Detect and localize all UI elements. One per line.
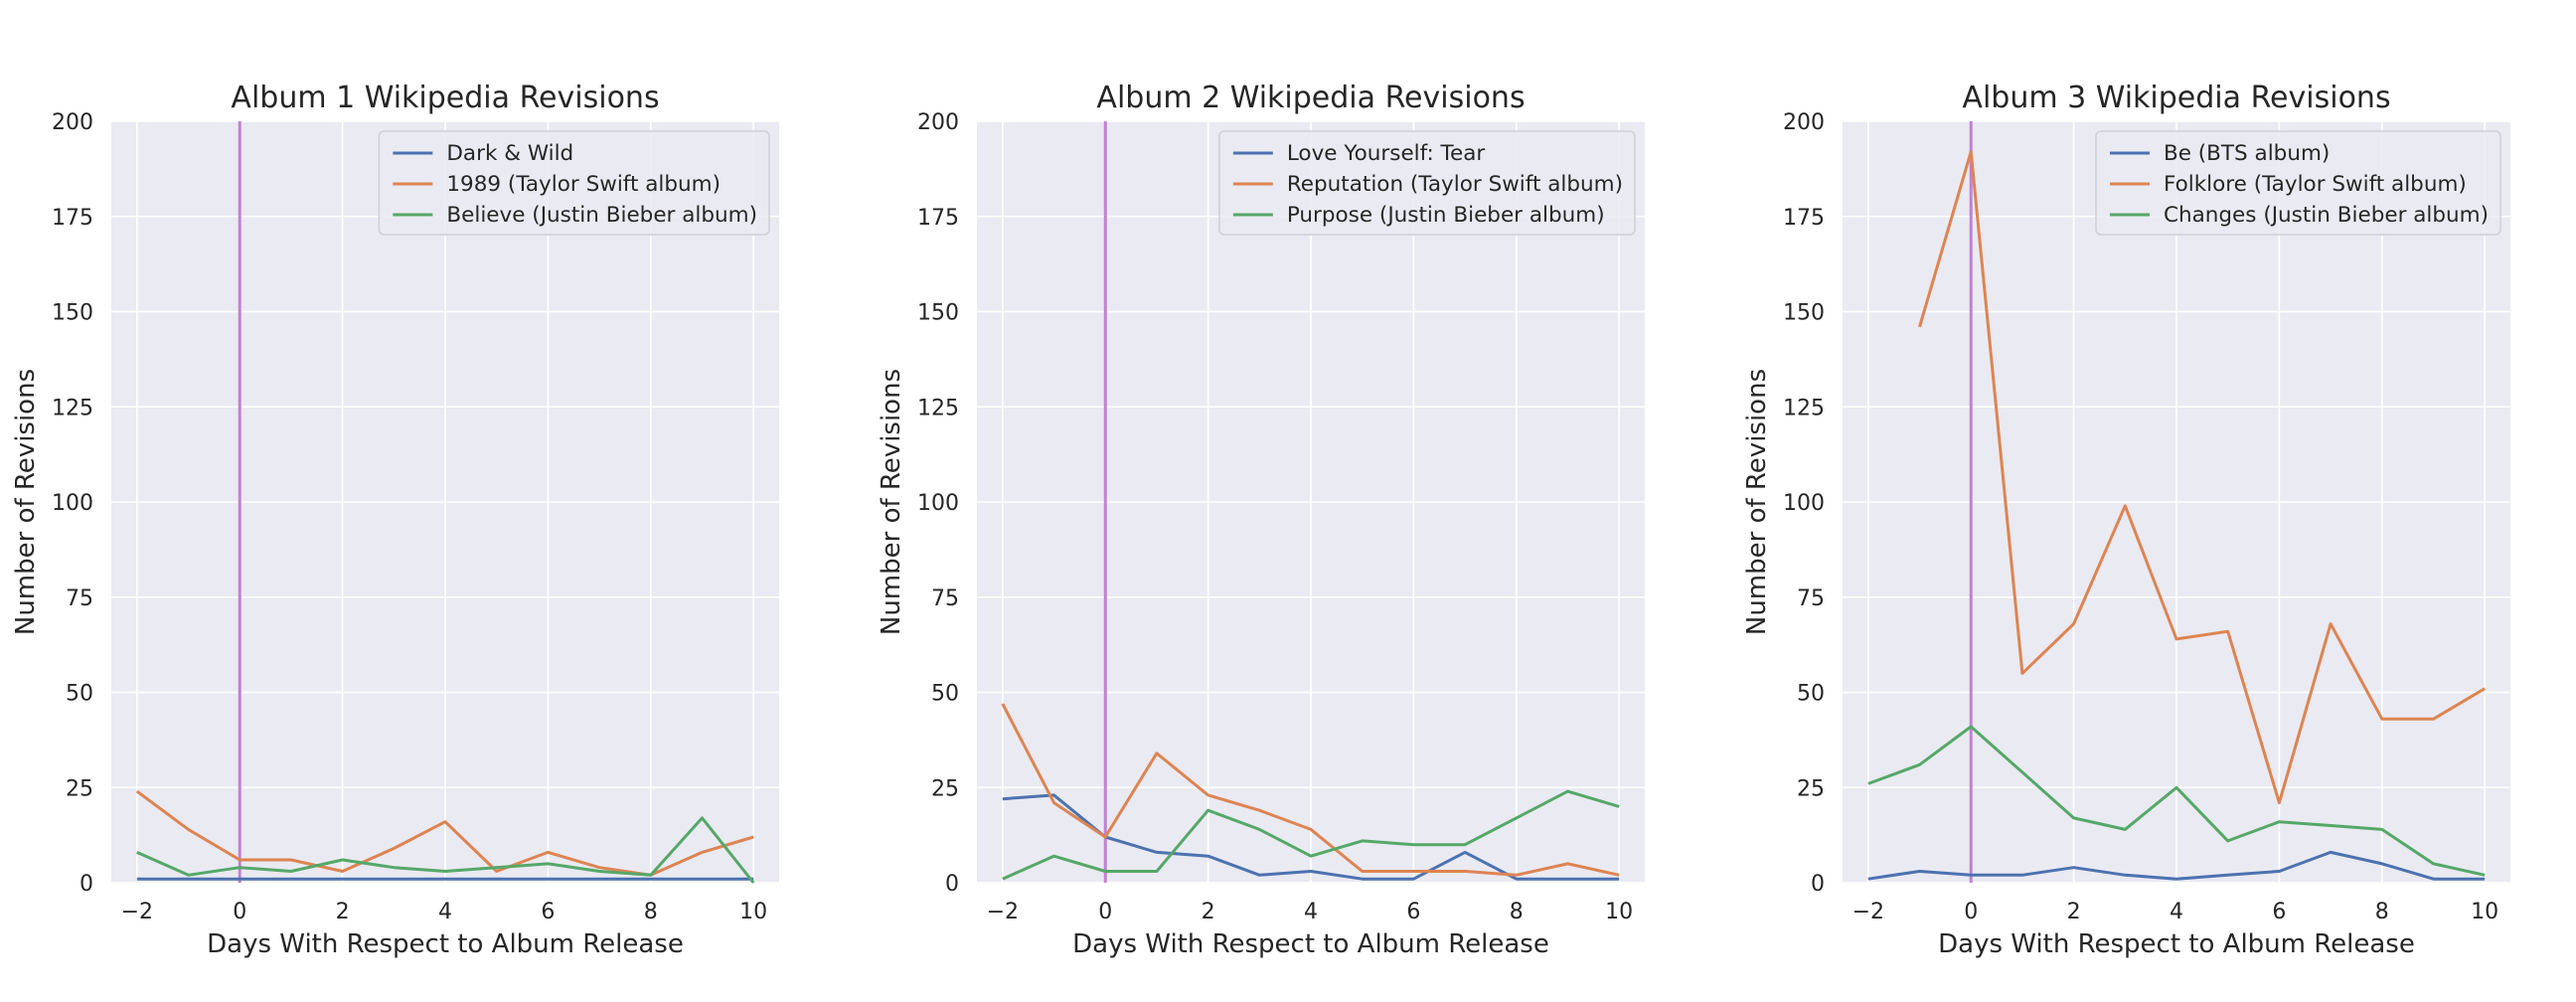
legend-entry: Dark & Wild (446, 141, 573, 166)
y-tick-label: 50 (931, 682, 959, 707)
y-axis-label: Number of Revisions (877, 369, 906, 635)
chart-title: Album 2 Wikipedia Revisions (1096, 81, 1525, 115)
y-tick-label: 125 (52, 396, 93, 420)
legend-entry: Reputation (Taylor Swift album) (1287, 172, 1623, 197)
x-tick-label: 4 (2170, 900, 2183, 924)
series-line-1 (1867, 850, 2486, 881)
x-axis-label: Days With Respect to Album Release (207, 929, 684, 959)
y-tick-label: 100 (917, 491, 959, 516)
series-line-3 (1867, 725, 2486, 877)
x-tick-label: −2 (1852, 900, 1884, 924)
x-tick-label: 2 (336, 900, 350, 924)
legend-entry: Be (BTS album) (2164, 141, 2330, 166)
legend-entry: 1989 (Taylor Swift album) (446, 172, 721, 197)
y-tick-label: 125 (1783, 396, 1825, 420)
legend-entry: Love Yourself: Tear (1287, 141, 1486, 166)
y-tick-label: 25 (1797, 776, 1825, 801)
y-tick-label: 75 (931, 586, 959, 611)
y-tick-label: 75 (66, 586, 93, 611)
y-tick-label: 150 (917, 301, 959, 326)
y-tick-label: 200 (1783, 110, 1825, 135)
chart-title: Album 3 Wikipedia Revisions (1962, 81, 2390, 115)
x-tick-label: 8 (1510, 900, 1524, 924)
x-tick-label: 10 (1605, 900, 1633, 924)
legend-entry: Purpose (Justin Bieber album) (1287, 203, 1605, 228)
x-tick-label: 4 (1304, 900, 1318, 924)
series-line-2 (1001, 703, 1620, 877)
chart-panel-1: 0 25 50 75 100 125 150 175 200 −2 0 2 4 6 8 10 Album 1 W… (11, 81, 779, 959)
x-tick-label: 6 (1406, 900, 1420, 924)
y-tick-label: 200 (52, 110, 93, 135)
series-line-3 (136, 816, 755, 884)
x-tick-label: −2 (121, 900, 153, 924)
y-tick-label: 0 (1811, 872, 1825, 897)
series-line-3 (1002, 789, 1620, 881)
y-tick-label: 175 (917, 206, 959, 231)
chart-title: Album 1 Wikipedia Revisions (231, 81, 659, 115)
y-tick-label: 100 (1783, 491, 1825, 516)
x-tick-label: 10 (2471, 900, 2498, 924)
legend-entry: Believe (Justin Bieber album) (446, 203, 757, 228)
x-tick-label: 2 (2067, 900, 2081, 924)
legend-box (2095, 130, 2501, 236)
y-tick-label: 50 (66, 682, 93, 707)
y-tick-label: 175 (52, 206, 93, 231)
y-axis-label: Number of Revisions (1742, 369, 1772, 635)
series-line-2 (1918, 150, 2486, 805)
y-tick-label: 50 (1797, 682, 1825, 707)
y-tick-label: 125 (917, 396, 959, 420)
x-tick-label: 8 (2375, 900, 2389, 924)
x-tick-label: 6 (2272, 900, 2286, 924)
chart-panel-3: 0 25 50 75 100 125 150 175 200 −2 0 2 4 6 8 10 Album 3 W… (1742, 81, 2510, 959)
legend-entry: Folklore (Taylor Swift album) (2164, 172, 2467, 197)
x-tick-label: 0 (233, 900, 246, 924)
y-tick-label: 100 (52, 491, 93, 516)
legend-entry: Changes (Justin Bieber album) (2164, 203, 2489, 228)
legend: Be (BTS album) Folklore (Taylor Swift alb… (2095, 130, 2501, 236)
y-tick-label: 150 (52, 301, 93, 326)
x-tick-label: 8 (644, 900, 658, 924)
legend: Dark & Wild 1989 (Taylor Swift album) Beli… (378, 130, 770, 236)
x-tick-label: −2 (987, 900, 1019, 924)
legend-box (1218, 130, 1636, 236)
x-tick-label: 0 (1964, 900, 1978, 924)
y-tick-label: 150 (1783, 301, 1825, 326)
y-tick-label: 175 (1783, 206, 1825, 231)
x-tick-label: 6 (541, 900, 555, 924)
legend: Love Yourself: Tear Reputation (Taylor Sw… (1218, 130, 1636, 236)
y-tick-label: 0 (80, 872, 93, 897)
x-tick-label: 4 (438, 900, 452, 924)
y-tick-label: 75 (1797, 586, 1825, 611)
y-tick-label: 200 (917, 110, 959, 135)
x-axis-label: Days With Respect to Album Release (1938, 929, 2415, 959)
x-tick-label: 0 (1098, 900, 1112, 924)
x-tick-label: 10 (739, 900, 767, 924)
y-tick-label: 25 (66, 776, 93, 801)
y-axis-label: Number of Revisions (11, 369, 41, 635)
legend-box (378, 130, 770, 236)
y-tick-label: 25 (931, 776, 959, 801)
y-tick-label: 0 (945, 872, 959, 897)
x-tick-label: 2 (1202, 900, 1215, 924)
x-axis-label: Days With Respect to Album Release (1072, 929, 1549, 959)
chart-panel-2: 0 25 50 75 100 125 150 175 200 −2 0 2 4 6 8 10 Album 2 W… (877, 81, 1645, 959)
